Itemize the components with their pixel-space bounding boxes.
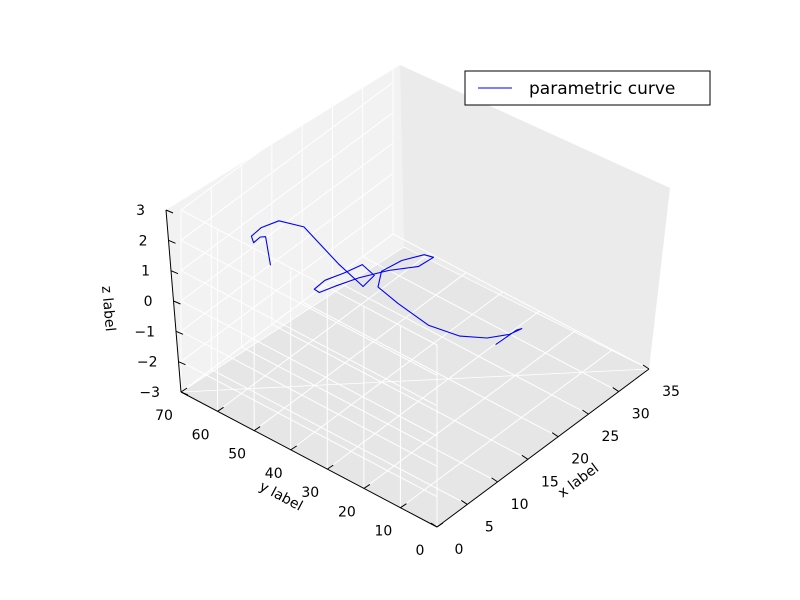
- z-tick-mark: [170, 270, 179, 275]
- grid-line-z-left: [180, 239, 438, 376]
- x-tick-label: 15: [541, 474, 559, 490]
- grid-line-y-floor: [253, 272, 467, 431]
- z-tick-mark: [175, 330, 184, 335]
- grid-line-z-left: [180, 330, 438, 467]
- x-tick-mark: [642, 364, 650, 370]
- y-tick-mark: [217, 406, 224, 412]
- x-tick-mark: [521, 454, 529, 460]
- y-axis-title: y label: [257, 478, 306, 514]
- x-tick-mark: [612, 387, 619, 392]
- grid-line-x-floor: [271, 323, 529, 460]
- legend: parametric curve: [464, 70, 711, 106]
- y-tick-mark: [180, 387, 188, 393]
- x-tick-mark: [430, 522, 438, 528]
- x-tick-mark: [551, 432, 559, 438]
- z-tick-label: −3: [139, 385, 160, 401]
- z-tick-mark: [165, 209, 174, 214]
- xz-pane: [400, 65, 670, 369]
- x-tick-label: 5: [485, 519, 494, 535]
- y-tick-mark: [436, 522, 444, 528]
- grid-line-z-right: [180, 203, 394, 363]
- grid-line-z-right: [180, 233, 394, 393]
- z-tick-mark: [168, 239, 176, 244]
- pane-edges: [179, 246, 651, 393]
- x-tick-mark: [461, 500, 468, 505]
- z-tick-mark: [178, 361, 186, 366]
- grid-line-z-right: [180, 142, 394, 302]
- x-tick-mark: [582, 409, 589, 415]
- z-tick-label: 1: [141, 264, 150, 280]
- grid-line-z-right: [180, 112, 394, 272]
- z-tick-label: 2: [139, 233, 148, 249]
- y-tick-mark: [290, 445, 297, 451]
- y-tick-label: 60: [192, 427, 210, 443]
- y-tick-label: 10: [375, 524, 393, 540]
- y-tick-label: 0: [416, 543, 425, 559]
- grid-line-y-floor: [326, 310, 540, 470]
- z-tick-label: −1: [134, 324, 155, 340]
- grid-line-y-floor: [363, 330, 577, 489]
- x-tick-mark: [491, 477, 498, 483]
- grid-line-x-floor: [392, 233, 650, 370]
- y-tick-label: 50: [228, 447, 246, 463]
- grid-line-y-floor: [400, 349, 613, 509]
- grid-line-z-left: [180, 300, 438, 437]
- grid-line-x-floor: [332, 278, 589, 415]
- x-tick-label: 10: [511, 497, 529, 513]
- z-tick-label: −2: [137, 355, 158, 371]
- y-tick-mark: [327, 464, 334, 470]
- grid-line-x-floor: [241, 346, 498, 483]
- grid-line-z-left: [180, 361, 438, 498]
- x-tick-label: 35: [662, 384, 680, 400]
- grid-line-z-left: [180, 270, 438, 407]
- y-tick-label: 30: [301, 485, 319, 501]
- x-axis-line: [436, 368, 650, 528]
- grid-line-x-floor: [362, 256, 619, 393]
- grid-line-x-floor: [301, 301, 559, 438]
- x-tick-label: 25: [602, 429, 620, 445]
- grid-line-y-floor: [217, 252, 430, 412]
- y-axis-line: [180, 391, 438, 528]
- z-axis-title: z label: [98, 285, 118, 332]
- z-tick-label: 3: [136, 203, 145, 219]
- x-tick-label: 20: [571, 452, 589, 468]
- y-tick-label: 70: [155, 408, 173, 424]
- y-tick-mark: [253, 426, 261, 431]
- z-tick-mark: [173, 300, 181, 305]
- z-tick-label: 0: [144, 294, 153, 310]
- grid-line-z-left: [180, 209, 438, 346]
- y-tick-mark: [363, 484, 371, 489]
- x-tick-label: 0: [455, 542, 464, 558]
- grid-line-z-right: [180, 81, 394, 241]
- z-tick-mark: [180, 391, 189, 396]
- y-tick-label: 20: [338, 504, 356, 520]
- grid-line-y-floor: [290, 291, 504, 451]
- grid-line-z-right: [180, 51, 394, 211]
- y-tick-mark: [400, 503, 407, 509]
- grid-lines: [180, 51, 650, 528]
- x-tick-label: 30: [632, 407, 650, 423]
- series-line-parametric-curve: [250, 220, 523, 346]
- axis-ticks: 0 5 10 15 20 25 30 35 0 10 20 30 40 50 60 70 −3 −2 −1 0 1 2 3: [134, 203, 680, 559]
- legend-label: parametric curve: [529, 79, 675, 99]
- grid-line-z-right: [180, 172, 394, 332]
- y-tick-label: 40: [265, 466, 283, 482]
- yz-pane: [166, 65, 404, 392]
